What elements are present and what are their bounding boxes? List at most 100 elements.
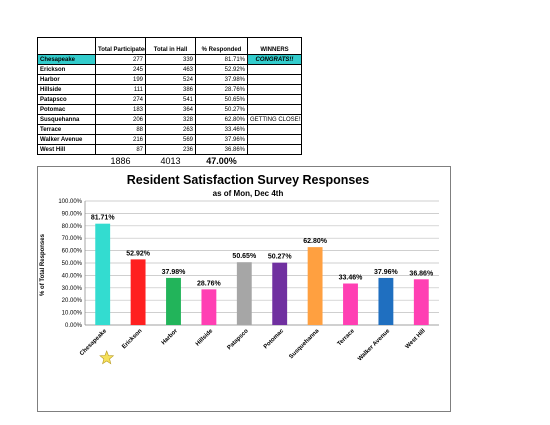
pct-cell: 36.86% xyxy=(195,144,248,155)
bar xyxy=(95,223,111,325)
table-row: Terrace 88 263 33.46% xyxy=(37,124,302,135)
participated-cell: 88 xyxy=(95,124,146,135)
chart-container: Resident Satisfaction Survey Responses a… xyxy=(37,166,451,412)
x-tick-label: Patapsco xyxy=(227,328,250,351)
hall-name-cell: Erickson xyxy=(37,64,96,75)
total-cell: 463 xyxy=(145,64,196,75)
participated-cell: 183 xyxy=(95,104,146,115)
table-row: Erickson 245 463 52.92% xyxy=(37,64,302,75)
y-tick-label: 10.00% xyxy=(62,311,83,317)
y-tick-label: 80.00% xyxy=(62,224,83,230)
hall-name-cell: Susquehanna xyxy=(37,114,96,125)
y-tick-label: 40.00% xyxy=(62,273,83,279)
total-cell: 386 xyxy=(145,84,196,95)
y-tick-label: 70.00% xyxy=(62,236,83,242)
x-tick-label: Terrace xyxy=(337,328,357,348)
total-pct: 47.00% xyxy=(206,155,237,166)
x-tick-label: Erickson xyxy=(121,328,143,350)
data-label: 50.65% xyxy=(232,253,257,260)
total-in-hall: 4013 xyxy=(160,155,181,166)
bar xyxy=(166,277,181,325)
table-row: Walker Avenue 216 569 37.96% xyxy=(37,134,302,145)
y-tick-label: 60.00% xyxy=(62,249,83,255)
y-tick-label: 30.00% xyxy=(62,286,83,292)
y-tick-label: 90.00% xyxy=(62,211,83,217)
data-label: 81.71% xyxy=(91,215,116,222)
y-tick-label: 20.00% xyxy=(62,298,83,304)
total-cell: 541 xyxy=(145,94,196,105)
x-tick-label: Potomac xyxy=(263,328,286,351)
pct-cell: 37.96% xyxy=(195,134,248,145)
winner-cell xyxy=(247,74,302,85)
hall-name-cell: Walker Avenue xyxy=(37,134,96,145)
participated-cell: 245 xyxy=(95,64,146,75)
hall-name-cell: Harbor xyxy=(37,74,96,85)
bar-chart: Resident Satisfaction Survey Responses a… xyxy=(40,173,439,365)
bar xyxy=(201,289,217,325)
pct-cell: 37.98% xyxy=(195,74,248,85)
pct-cell: 81.71% xyxy=(195,54,248,65)
table-row: Harbor 199 524 37.98% xyxy=(37,74,302,85)
hall-name-cell: Potomac xyxy=(37,104,96,115)
bar xyxy=(236,262,252,325)
hall-summary-table: Total Participated Total in Hall % Respo… xyxy=(37,37,302,167)
y-tick-label: 0.00% xyxy=(65,323,83,329)
winner-cell xyxy=(247,104,302,115)
table-row: West Hill 87 236 36.86% xyxy=(37,144,302,155)
data-label: 37.98% xyxy=(162,269,187,276)
hall-name-cell: Terrace xyxy=(37,124,96,135)
total-cell: 569 xyxy=(145,134,196,145)
x-tick-label: Walker Avenue xyxy=(357,328,392,363)
data-label: 52.92% xyxy=(126,250,151,257)
pct-cell: 28.76% xyxy=(195,84,248,95)
x-tick-label: Susquehanna xyxy=(288,328,321,361)
winner-cell xyxy=(247,144,302,155)
pct-cell: 50.65% xyxy=(195,94,248,105)
chart-subtitle: as of Mon, Dec 4th xyxy=(213,189,284,198)
total-cell: 263 xyxy=(145,124,196,135)
header-winners: WINNERS xyxy=(247,37,302,55)
winner-cell xyxy=(247,64,302,75)
participated-cell: 87 xyxy=(95,144,146,155)
participated-cell: 199 xyxy=(95,74,146,85)
y-axis-label: % of Total Responses xyxy=(40,233,46,296)
pct-cell: 50.27% xyxy=(195,104,248,115)
participated-cell: 216 xyxy=(95,134,146,145)
header-hall xyxy=(37,37,96,55)
participated-cell: 277 xyxy=(95,54,146,65)
bar xyxy=(413,279,429,325)
bar xyxy=(378,277,394,325)
winner-cell: GETTING CLOSE!! xyxy=(247,114,302,125)
table-row: Chesapeake 277 339 81.71% CONGRATS!! xyxy=(37,54,302,65)
pct-cell: 62.80% xyxy=(195,114,248,125)
winner-cell: CONGRATS!! xyxy=(247,54,302,65)
participated-cell: 206 xyxy=(95,114,146,125)
winner-cell xyxy=(247,124,302,135)
bar xyxy=(343,283,358,325)
bar xyxy=(130,259,146,325)
data-label: 62.80% xyxy=(303,238,328,245)
bar xyxy=(272,262,288,325)
hall-name-cell: Hillside xyxy=(37,84,96,95)
hall-name-cell: West Hill xyxy=(37,144,96,155)
table-header-row: Total Participated Total in Hall % Respo… xyxy=(37,37,302,55)
hall-name-cell: Patapsco xyxy=(37,94,96,105)
x-tick-label: Hillside xyxy=(195,328,215,348)
data-label: 33.46% xyxy=(339,275,364,282)
participated-cell: 274 xyxy=(95,94,146,105)
x-tick-label: Chesapeake xyxy=(79,328,108,357)
y-tick-label: 100.00% xyxy=(58,199,82,205)
chart-title: Resident Satisfaction Survey Responses xyxy=(127,173,369,187)
hall-name-cell: Chesapeake xyxy=(37,54,96,65)
header-participated: Total Participated xyxy=(95,37,146,55)
total-cell: 524 xyxy=(145,74,196,85)
header-pct: % Responded xyxy=(195,37,248,55)
pct-cell: 52.92% xyxy=(195,64,248,75)
winner-cell xyxy=(247,84,302,95)
total-participated: 1886 xyxy=(110,155,131,166)
pct-cell: 33.46% xyxy=(195,124,248,135)
total-cell: 364 xyxy=(145,104,196,115)
total-cell: 339 xyxy=(145,54,196,65)
participated-cell: 111 xyxy=(95,84,146,95)
data-label: 36.86% xyxy=(409,270,434,277)
